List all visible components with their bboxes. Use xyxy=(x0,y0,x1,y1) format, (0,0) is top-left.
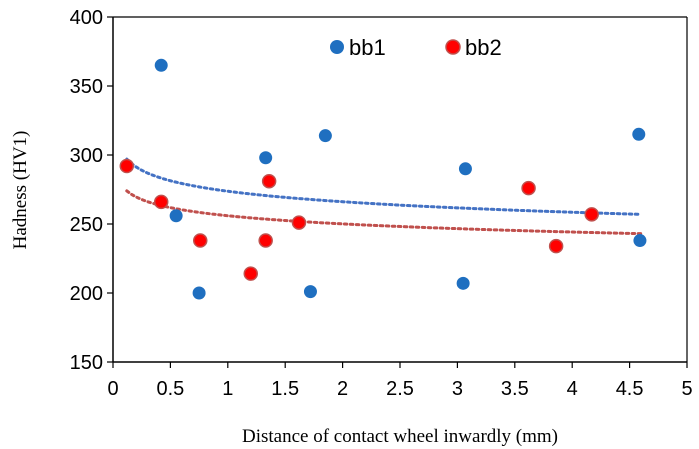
trendlines xyxy=(125,157,643,236)
x-tick-label: 2 xyxy=(337,378,348,400)
data-point-series-2 xyxy=(243,266,259,281)
y-axis-ticks: 150 200 250 300 350 400 xyxy=(70,7,113,374)
y-tick-label: 350 xyxy=(70,76,103,98)
data-point-series-2 xyxy=(261,173,277,189)
data-point-series-2 xyxy=(521,180,536,196)
trendline-series-2 xyxy=(125,189,643,236)
data-point-series-1 xyxy=(169,209,183,223)
legend-label-series-2: bb2 xyxy=(465,35,502,60)
x-tick-label: 1.5 xyxy=(271,378,299,400)
y-tick-label: 400 xyxy=(70,7,103,29)
legend: bb1 bb2 xyxy=(330,35,502,60)
data-point-series-1 xyxy=(303,285,317,299)
x-tick-label: 2.5 xyxy=(386,378,414,400)
data-point-series-1 xyxy=(458,162,472,176)
data-point-series-1 xyxy=(632,127,646,141)
x-tick-label: 0.5 xyxy=(156,378,184,400)
y-tick-label: 300 xyxy=(70,145,103,167)
x-axis-ticks: 0 0.5 1 1.5 2 2.5 3 3.5 4 4.5 5 xyxy=(107,362,693,400)
legend-marker-series-2 xyxy=(445,39,461,55)
x-tick-label: 5 xyxy=(681,378,692,400)
x-tick-label: 4 xyxy=(567,378,578,400)
data-point-series-1 xyxy=(259,151,273,165)
data-point-series-1 xyxy=(456,276,470,290)
x-tick-label: 3 xyxy=(452,378,463,400)
trendline-series-1 xyxy=(125,157,643,216)
y-tick-label: 250 xyxy=(70,214,103,236)
data-point-series-2 xyxy=(119,158,135,174)
data-point-series-2 xyxy=(584,207,599,222)
x-tick-label: 3.5 xyxy=(501,378,529,400)
y-axis-title: Hadness (HV1) xyxy=(10,131,31,250)
x-axis-title: Distance of contact wheel inwardly (mm) xyxy=(242,426,558,447)
legend-marker-series-1 xyxy=(330,40,344,54)
data-point-series-2 xyxy=(153,194,169,210)
x-tick-label: 1 xyxy=(222,378,233,400)
data-point-series-2 xyxy=(291,215,307,230)
y-tick-label: 200 xyxy=(70,283,103,305)
data-point-series-2 xyxy=(548,238,564,254)
data-point-series-1 xyxy=(192,286,206,300)
data-point-series-2 xyxy=(258,233,273,248)
plot-area xyxy=(112,16,688,363)
y-tick-label: 150 xyxy=(70,352,103,374)
legend-label-series-1: bb1 xyxy=(349,35,386,60)
x-tick-label: 4.5 xyxy=(616,378,644,400)
data-point-series-1 xyxy=(318,129,332,143)
data-point-series-2 xyxy=(192,233,208,248)
data-points xyxy=(119,58,647,300)
x-tick-label: 0 xyxy=(107,378,118,400)
data-point-series-1 xyxy=(154,58,168,72)
data-point-series-1 xyxy=(633,234,647,248)
